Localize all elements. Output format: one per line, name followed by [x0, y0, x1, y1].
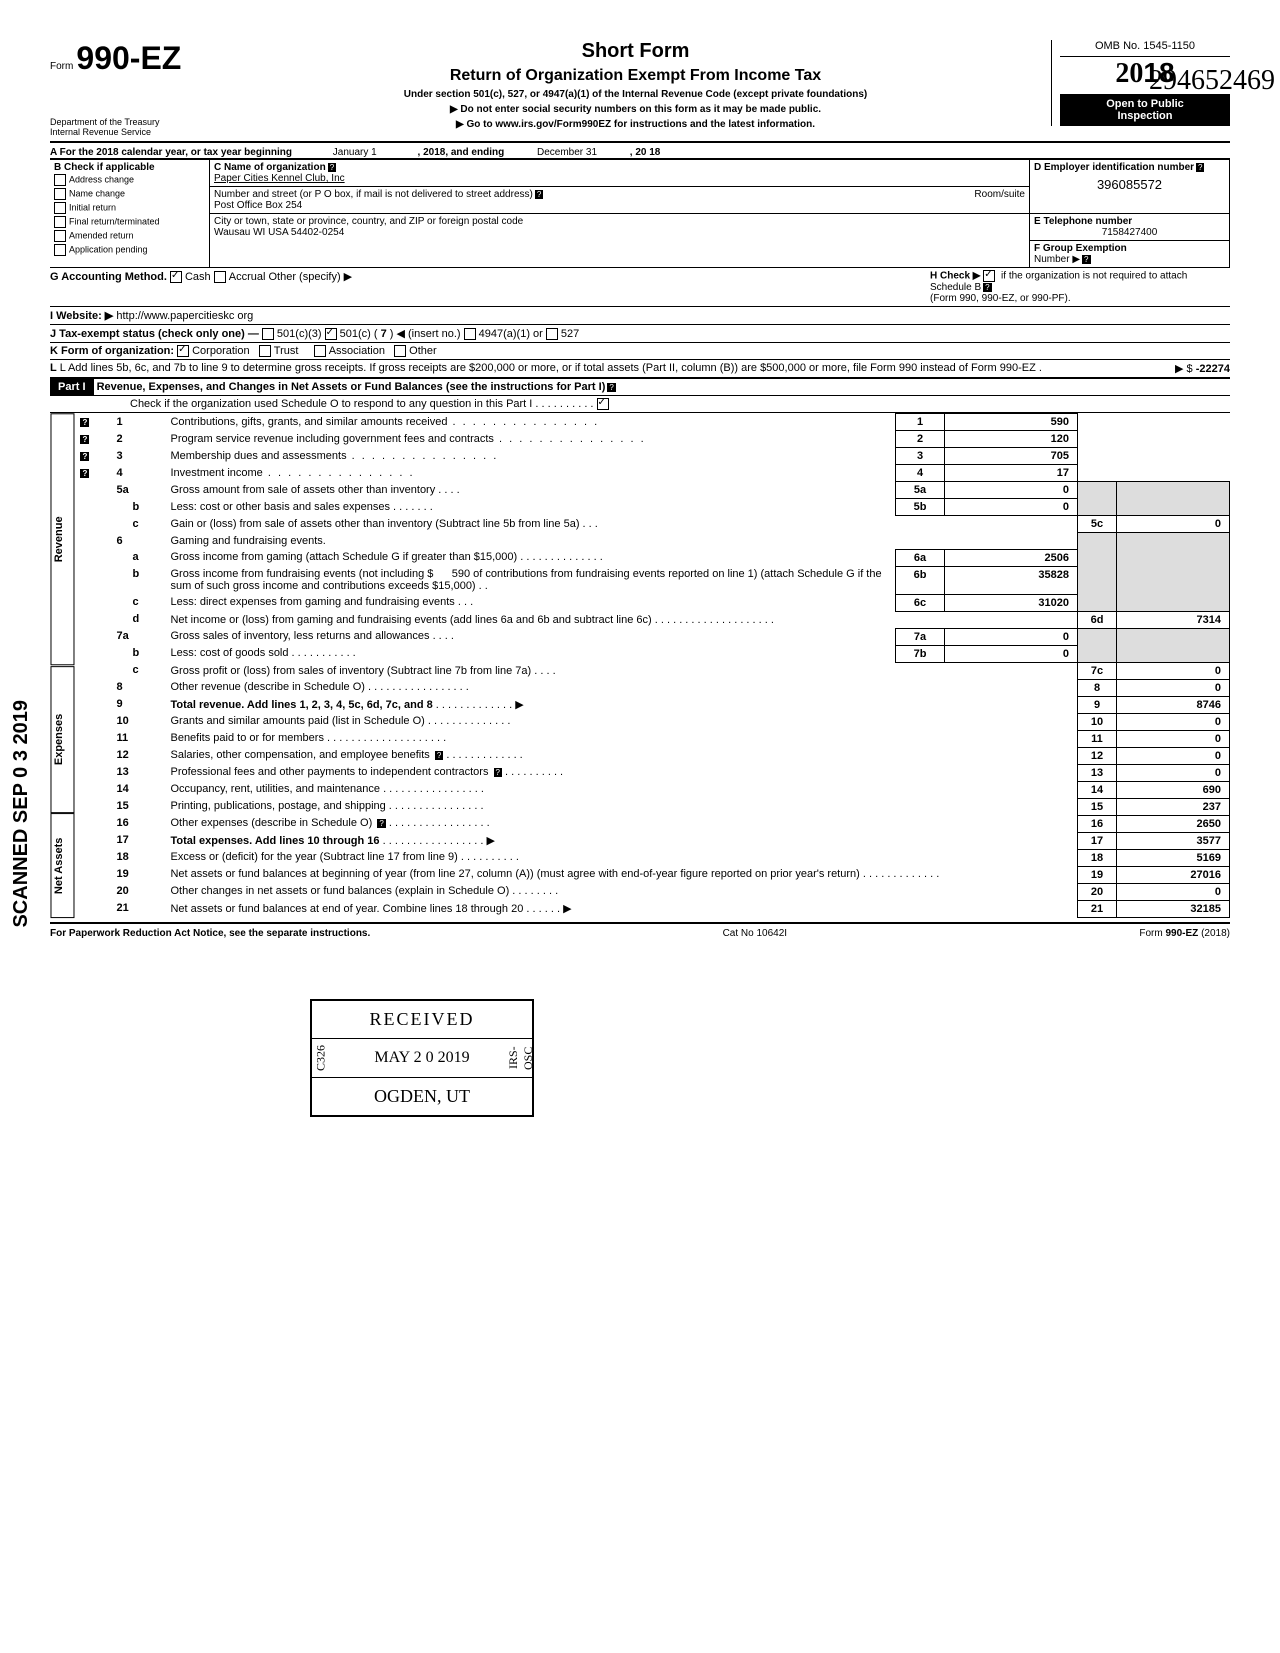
check-assoc[interactable]: [314, 345, 326, 357]
row-16: 16Other expenses (describe in Schedule O…: [74, 815, 1229, 832]
note-website: ▶ Go to www.irs.gov/Form990EZ for instru…: [220, 119, 1051, 130]
row-12: 12Salaries, other compensation, and empl…: [74, 747, 1229, 764]
part1-check: Check if the organization used Schedule …: [50, 396, 1230, 413]
org-city: Wausau WI USA 54402-0254: [214, 227, 344, 238]
check-trust[interactable]: [259, 345, 271, 357]
margin-handwritten: 294652469: [1149, 60, 1275, 102]
phone: 7158427400: [1034, 227, 1225, 238]
check-initial-return[interactable]: [54, 202, 66, 214]
check-527[interactable]: [546, 328, 558, 340]
row-3: ?3Membership dues and assessments3705: [74, 448, 1229, 465]
check-cash[interactable]: [170, 271, 182, 283]
scanned-stamp: SCANNED SEP 0 3 2019: [10, 700, 33, 928]
row-18: 18Excess or (deficit) for the year (Subt…: [74, 849, 1229, 866]
check-501c[interactable]: [325, 328, 337, 340]
line-j: J Tax-exempt status (check only one) — 5…: [50, 325, 1230, 343]
row-8: 8Other revenue (describe in Schedule O) …: [74, 679, 1229, 696]
row-14: 14Occupancy, rent, utilities, and mainte…: [74, 781, 1229, 798]
side-netassets: Net Assets: [50, 813, 74, 918]
check-pending[interactable]: [54, 244, 66, 256]
row-13: 13Professional fees and other payments t…: [74, 764, 1229, 781]
org-name: Paper Cities Kennel Club, Inc: [214, 173, 345, 184]
ein: 396085572: [1034, 173, 1225, 192]
check-final-return[interactable]: [54, 216, 66, 228]
row-6c: cLess: direct expenses from gaming and f…: [74, 594, 1229, 611]
main-title: Return of Organization Exempt From Incom…: [220, 67, 1051, 85]
received-stamp: RECEIVED C326 MAY 2 0 2019 IRS-OSC OGDEN…: [310, 999, 534, 1117]
omb-number: OMB No. 1545-1150: [1060, 40, 1230, 57]
dept-treasury: Department of the Treasury: [50, 117, 220, 127]
check-amended[interactable]: [54, 230, 66, 242]
line-b-label: B Check if applicable: [54, 162, 155, 173]
check-accrual[interactable]: [214, 271, 226, 283]
line-l: L L Add lines 5b, 6c, and 7b to line 9 t…: [50, 360, 1230, 379]
check-schedule-o[interactable]: [597, 398, 609, 410]
footer: For Paperwork Reduction Act Notice, see …: [50, 928, 1230, 939]
entity-info: B Check if applicable Address change Nam…: [50, 158, 1230, 268]
row-5c: cGain or (loss) from sale of assets othe…: [74, 516, 1229, 533]
note-ssn: ▶ Do not enter social security numbers o…: [220, 104, 1051, 115]
row-6b: bGross income from fundraising events (n…: [74, 566, 1229, 594]
form-number: 990-EZ: [76, 40, 181, 76]
row-19: 19Net assets or fund balances at beginni…: [74, 866, 1229, 883]
row-17: 17Total expenses. Add lines 10 through 1…: [74, 832, 1229, 849]
row-2: ?2Program service revenue including gove…: [74, 431, 1229, 448]
row-7b: bLess: cost of goods sold . . . . . . . …: [74, 645, 1229, 662]
dept-irs: Internal Revenue Service: [50, 127, 220, 137]
check-address-change[interactable]: [54, 174, 66, 186]
row-4: ?4Investment income417: [74, 465, 1229, 482]
short-form-title: Short Form: [220, 40, 1051, 63]
check-corp[interactable]: [177, 345, 189, 357]
line-i: I Website: ▶ http://www.papercitieskc or…: [50, 307, 1230, 325]
form-header: Form 990-EZ Department of the Treasury I…: [50, 40, 1230, 137]
row-15: 15Printing, publications, postage, and s…: [74, 798, 1229, 815]
line-g-h: G Accounting Method. Cash Accrual Other …: [50, 268, 1230, 307]
row-6: 6Gaming and fundraising events.: [74, 533, 1229, 550]
row-5a: 5aGross amount from sale of assets other…: [74, 482, 1229, 499]
line-a: A For the 2018 calendar year, or tax yea…: [50, 147, 1230, 158]
check-name-change[interactable]: [54, 188, 66, 200]
subtitle: Under section 501(c), 527, or 4947(a)(1)…: [220, 89, 1051, 100]
row-21: 21Net assets or fund balances at end of …: [74, 900, 1229, 917]
org-street: Post Office Box 254: [214, 200, 302, 211]
check-other[interactable]: [394, 345, 406, 357]
row-6a: aGross income from gaming (attach Schedu…: [74, 549, 1229, 566]
row-10: 10Grants and similar amounts paid (list …: [74, 713, 1229, 730]
lines-table: ?1Contributions, gifts, grants, and simi…: [74, 413, 1230, 918]
check-4947[interactable]: [464, 328, 476, 340]
row-7a: 7aGross sales of inventory, less returns…: [74, 628, 1229, 645]
row-5b: bLess: cost or other basis and sales exp…: [74, 499, 1229, 516]
side-revenue: Revenue: [50, 413, 74, 665]
row-1: ?1Contributions, gifts, grants, and simi…: [74, 414, 1229, 431]
form-prefix: Form: [50, 61, 73, 72]
row-7c: cGross profit or (loss) from sales of in…: [74, 662, 1229, 679]
row-6d: dNet income or (loss) from gaming and fu…: [74, 611, 1229, 628]
row-20: 20Other changes in net assets or fund ba…: [74, 883, 1229, 900]
check-501c3[interactable]: [262, 328, 274, 340]
row-11: 11Benefits paid to or for members . . . …: [74, 730, 1229, 747]
website-url: http://www.papercitieskc org: [116, 310, 253, 322]
side-expenses: Expenses: [50, 666, 74, 813]
check-schedule-b[interactable]: [983, 270, 995, 282]
line-k: K Form of organization: Corporation Trus…: [50, 343, 1230, 360]
part1-header: Part I Revenue, Expenses, and Changes in…: [50, 379, 1230, 396]
row-9: 9Total revenue. Add lines 1, 2, 3, 4, 5c…: [74, 696, 1229, 713]
